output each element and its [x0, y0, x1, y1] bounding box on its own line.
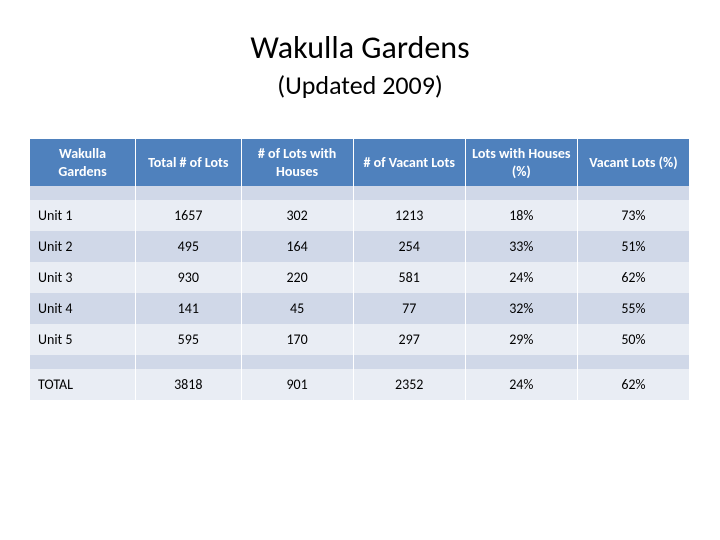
- cell-total: 495: [136, 231, 242, 262]
- cell-houses: 302: [241, 200, 353, 231]
- cell-vacant: 297: [353, 324, 465, 355]
- cell-houses-pct: 18%: [465, 200, 577, 231]
- cell-houses: 45: [241, 293, 353, 324]
- cell-vacant-pct: 62%: [577, 262, 689, 293]
- col-header-vacant-lots: # of Vacant Lots: [353, 139, 465, 186]
- table-row: Unit 2 495 164 254 33% 51%: [30, 231, 690, 262]
- col-header-total-lots: Total # of Lots: [136, 139, 242, 186]
- col-header-houses-pct: Lots with Houses (%): [465, 139, 577, 186]
- cell-houses-pct: 24%: [465, 369, 577, 400]
- page-subtitle: (Updated 2009): [30, 69, 690, 101]
- cell-total: 595: [136, 324, 242, 355]
- col-header-wakulla: Wakulla Gardens: [30, 139, 136, 186]
- col-header-lots-houses: # of Lots with Houses: [241, 139, 353, 186]
- cell-label: Unit 1: [30, 200, 136, 231]
- cell-vacant-pct: 62%: [577, 369, 689, 400]
- cell-houses-pct: 33%: [465, 231, 577, 262]
- data-table: Wakulla Gardens Total # of Lots # of Lot…: [30, 139, 690, 400]
- table-total-row: TOTAL 3818 901 2352 24% 62%: [30, 369, 690, 400]
- cell-vacant: 254: [353, 231, 465, 262]
- cell-label: Unit 2: [30, 231, 136, 262]
- spacer-row: [30, 355, 690, 369]
- cell-vacant: 2352: [353, 369, 465, 400]
- cell-houses: 170: [241, 324, 353, 355]
- spacer-row: [30, 186, 690, 200]
- slide: Wakulla Gardens (Updated 2009) Wakulla G…: [0, 0, 720, 540]
- cell-total: 1657: [136, 200, 242, 231]
- cell-houses-pct: 29%: [465, 324, 577, 355]
- cell-total: 930: [136, 262, 242, 293]
- cell-label: Unit 3: [30, 262, 136, 293]
- cell-vacant: 1213: [353, 200, 465, 231]
- cell-houses: 164: [241, 231, 353, 262]
- cell-total: 141: [136, 293, 242, 324]
- cell-label: TOTAL: [30, 369, 136, 400]
- table-row: Unit 1 1657 302 1213 18% 73%: [30, 200, 690, 231]
- table-row: Unit 5 595 170 297 29% 50%: [30, 324, 690, 355]
- table-row: Unit 4 141 45 77 32% 55%: [30, 293, 690, 324]
- cell-vacant-pct: 51%: [577, 231, 689, 262]
- cell-vacant-pct: 73%: [577, 200, 689, 231]
- cell-houses-pct: 32%: [465, 293, 577, 324]
- page-title: Wakulla Gardens: [30, 28, 690, 67]
- cell-label: Unit 5: [30, 324, 136, 355]
- cell-vacant: 581: [353, 262, 465, 293]
- cell-houses: 901: [241, 369, 353, 400]
- cell-vacant-pct: 55%: [577, 293, 689, 324]
- col-header-vacant-pct: Vacant Lots (%): [577, 139, 689, 186]
- cell-label: Unit 4: [30, 293, 136, 324]
- cell-houses-pct: 24%: [465, 262, 577, 293]
- cell-vacant-pct: 50%: [577, 324, 689, 355]
- cell-total: 3818: [136, 369, 242, 400]
- cell-vacant: 77: [353, 293, 465, 324]
- table-header-row: Wakulla Gardens Total # of Lots # of Lot…: [30, 139, 690, 186]
- cell-houses: 220: [241, 262, 353, 293]
- table-row: Unit 3 930 220 581 24% 62%: [30, 262, 690, 293]
